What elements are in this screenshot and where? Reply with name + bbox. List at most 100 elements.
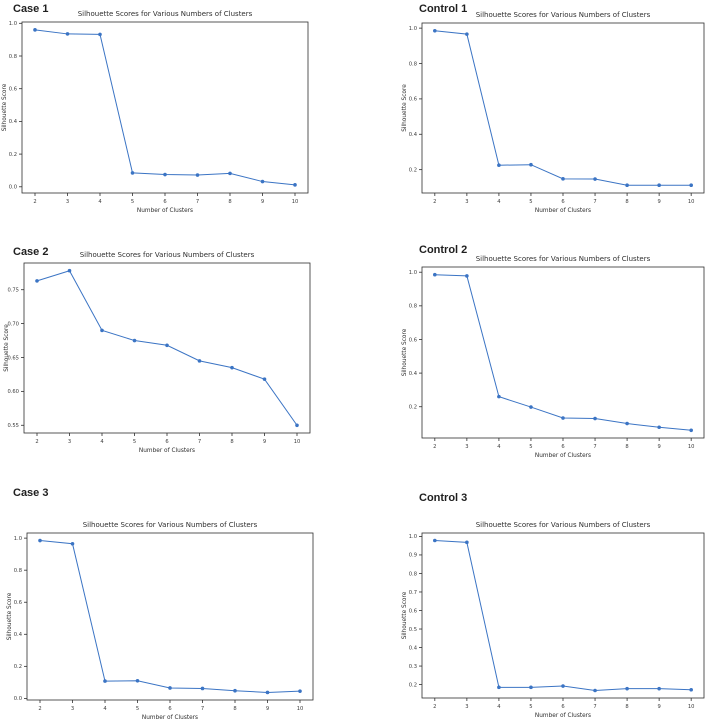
svg-text:1.0: 1.0 xyxy=(409,26,417,32)
svg-text:1.0: 1.0 xyxy=(409,270,417,276)
panel-heading-case-3: Case 3 xyxy=(13,487,49,499)
svg-text:Silhouette Score: Silhouette Score xyxy=(7,592,13,640)
panel-heading-control-2: Control 2 xyxy=(419,244,468,256)
svg-text:0.6: 0.6 xyxy=(14,600,22,606)
chart-control-2: Silhouette Scores for Various Numbers of… xyxy=(354,240,708,484)
svg-text:9: 9 xyxy=(261,199,264,205)
svg-text:2: 2 xyxy=(433,199,436,205)
svg-text:9: 9 xyxy=(657,704,660,710)
svg-text:0.8: 0.8 xyxy=(409,61,417,67)
svg-text:0.75: 0.75 xyxy=(7,288,19,294)
svg-text:6: 6 xyxy=(165,439,168,445)
svg-text:2: 2 xyxy=(433,704,436,710)
svg-text:1.0: 1.0 xyxy=(409,534,417,540)
svg-text:1.0: 1.0 xyxy=(9,21,17,27)
svg-text:Number of Clusters: Number of Clusters xyxy=(535,713,591,719)
svg-text:8: 8 xyxy=(625,704,628,710)
svg-text:3: 3 xyxy=(465,444,468,450)
svg-text:4: 4 xyxy=(100,439,104,445)
svg-text:8: 8 xyxy=(625,199,628,205)
svg-text:Silhouette Score: Silhouette Score xyxy=(402,591,408,639)
svg-text:Silhouette Score: Silhouette Score xyxy=(402,328,408,376)
svg-text:5: 5 xyxy=(133,439,136,445)
svg-text:5: 5 xyxy=(529,704,532,710)
svg-text:6: 6 xyxy=(561,199,564,205)
panel-heading-case-2: Case 2 xyxy=(13,246,49,258)
svg-text:3: 3 xyxy=(66,199,69,205)
svg-text:10: 10 xyxy=(294,439,301,445)
panel-control-3: Control 3 Silhouette Scores for Various … xyxy=(354,480,708,719)
svg-text:Silhouette Scores for Various: Silhouette Scores for Various Numbers of… xyxy=(476,255,651,263)
svg-text:2: 2 xyxy=(33,199,36,205)
svg-text:9: 9 xyxy=(657,199,660,205)
svg-text:Number of Clusters: Number of Clusters xyxy=(139,448,195,454)
svg-text:0.2: 0.2 xyxy=(409,167,417,173)
svg-text:7: 7 xyxy=(198,439,201,445)
svg-text:0.6: 0.6 xyxy=(409,97,417,103)
panel-control-1: Control 1 Silhouette Scores for Various … xyxy=(354,0,708,240)
svg-text:0.2: 0.2 xyxy=(14,664,22,670)
panel-case-1: Case 1 Silhouette Scores for Various Num… xyxy=(0,0,354,240)
svg-text:5: 5 xyxy=(131,199,134,205)
svg-text:4: 4 xyxy=(497,199,501,205)
svg-text:Silhouette Scores for Various: Silhouette Scores for Various Numbers of… xyxy=(78,10,253,18)
chart-case-3: Silhouette Scores for Various Numbers of… xyxy=(0,480,354,719)
svg-text:Silhouette Scores for Various: Silhouette Scores for Various Numbers of… xyxy=(476,521,651,529)
svg-text:1.0: 1.0 xyxy=(14,536,22,542)
svg-text:0.7: 0.7 xyxy=(409,590,417,596)
svg-text:6: 6 xyxy=(168,706,171,712)
svg-text:6: 6 xyxy=(163,199,166,205)
svg-text:4: 4 xyxy=(103,706,107,712)
svg-text:6: 6 xyxy=(561,704,564,710)
svg-text:Number of Clusters: Number of Clusters xyxy=(535,208,591,214)
svg-text:0.6: 0.6 xyxy=(9,86,17,92)
panel-case-3: Case 3 Silhouette Scores for Various Num… xyxy=(0,480,354,719)
svg-text:0.65: 0.65 xyxy=(7,355,19,361)
svg-text:8: 8 xyxy=(625,444,628,450)
svg-text:Silhouette Scores for Various: Silhouette Scores for Various Numbers of… xyxy=(476,11,651,19)
svg-text:0.4: 0.4 xyxy=(409,132,418,138)
svg-text:6: 6 xyxy=(561,444,564,450)
svg-text:2: 2 xyxy=(35,439,38,445)
svg-text:10: 10 xyxy=(297,706,304,712)
svg-text:0.4: 0.4 xyxy=(409,645,418,651)
svg-text:2: 2 xyxy=(38,706,41,712)
svg-text:0.0: 0.0 xyxy=(9,185,17,191)
svg-text:Number of Clusters: Number of Clusters xyxy=(137,208,193,214)
svg-text:9: 9 xyxy=(266,706,269,712)
svg-text:10: 10 xyxy=(688,444,695,450)
svg-text:10: 10 xyxy=(688,199,695,205)
svg-text:7: 7 xyxy=(593,704,596,710)
svg-text:8: 8 xyxy=(230,439,233,445)
svg-text:5: 5 xyxy=(136,706,139,712)
svg-text:0.8: 0.8 xyxy=(9,54,17,60)
svg-text:7: 7 xyxy=(593,199,596,205)
svg-text:0.4: 0.4 xyxy=(409,371,418,377)
svg-text:0.2: 0.2 xyxy=(9,152,17,158)
svg-text:4: 4 xyxy=(497,704,501,710)
svg-text:10: 10 xyxy=(688,704,695,710)
svg-text:8: 8 xyxy=(233,706,236,712)
svg-text:0.60: 0.60 xyxy=(7,389,19,395)
svg-text:0.0: 0.0 xyxy=(14,696,22,702)
svg-text:Silhouette Scores for Various: Silhouette Scores for Various Numbers of… xyxy=(83,521,258,529)
svg-text:7: 7 xyxy=(196,199,199,205)
svg-text:5: 5 xyxy=(529,444,532,450)
chart-case-2: Silhouette Scores for Various Numbers of… xyxy=(0,240,354,484)
panel-heading-control-1: Control 1 xyxy=(419,3,468,15)
svg-text:0.9: 0.9 xyxy=(409,553,417,559)
svg-text:3: 3 xyxy=(71,706,74,712)
svg-text:10: 10 xyxy=(292,199,299,205)
svg-text:0.6: 0.6 xyxy=(409,337,417,343)
svg-text:0.4: 0.4 xyxy=(9,119,18,125)
svg-text:9: 9 xyxy=(657,444,660,450)
svg-text:3: 3 xyxy=(68,439,71,445)
svg-text:4: 4 xyxy=(98,199,102,205)
svg-text:0.55: 0.55 xyxy=(7,423,19,429)
svg-text:0.8: 0.8 xyxy=(14,568,22,574)
svg-text:0.2: 0.2 xyxy=(409,405,417,411)
svg-text:0.5: 0.5 xyxy=(409,627,417,633)
svg-text:0.4: 0.4 xyxy=(14,632,23,638)
panel-control-2: Control 2 Silhouette Scores for Various … xyxy=(354,240,708,480)
